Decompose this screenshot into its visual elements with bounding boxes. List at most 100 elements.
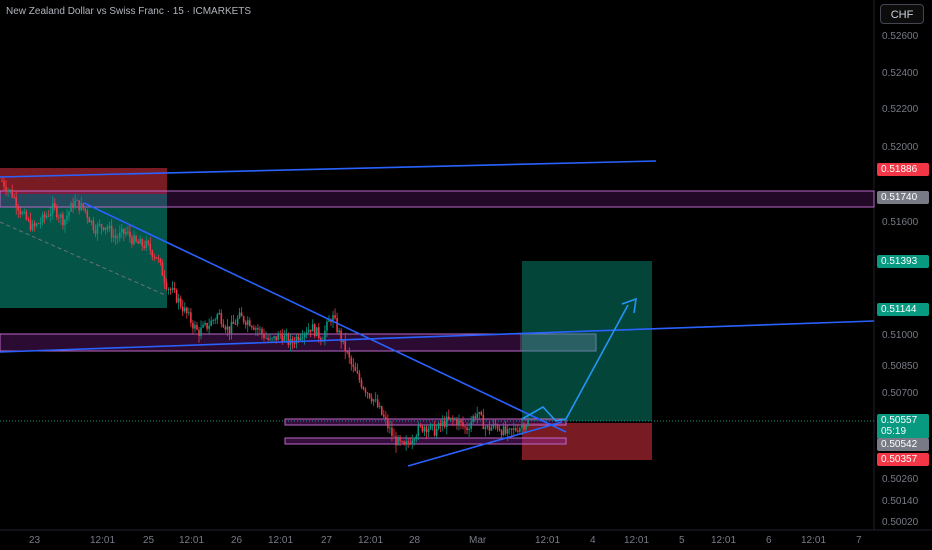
currency-button[interactable]: CHF bbox=[880, 4, 924, 24]
candle-body bbox=[141, 239, 143, 246]
candle-body bbox=[143, 245, 145, 249]
x-tick: 7 bbox=[856, 535, 862, 546]
dashed-guide-line bbox=[0, 221, 166, 296]
candle-body bbox=[80, 203, 83, 211]
candle-body bbox=[45, 215, 48, 218]
chart-title: New Zealand Dollar vs Swiss Franc · 15 ·… bbox=[6, 6, 252, 17]
candle-body bbox=[147, 240, 150, 244]
candle-body bbox=[496, 425, 499, 429]
candle-body bbox=[450, 417, 452, 420]
candle-body bbox=[470, 422, 472, 429]
candle-body bbox=[238, 312, 241, 319]
candle-body bbox=[192, 322, 194, 329]
candle-body bbox=[265, 337, 267, 339]
candle-body bbox=[486, 426, 489, 428]
entry-zone-lower[interactable] bbox=[284, 437, 567, 445]
candle-body bbox=[285, 334, 288, 336]
rising-trendline[interactable] bbox=[0, 320, 875, 353]
long-stop-zone[interactable] bbox=[522, 423, 652, 460]
candle-body bbox=[376, 399, 379, 408]
candle-body bbox=[149, 243, 152, 251]
candle-body bbox=[244, 322, 247, 325]
candle-body bbox=[125, 231, 127, 234]
candle-body bbox=[326, 321, 328, 331]
candle-body bbox=[279, 333, 282, 335]
candle-body bbox=[445, 416, 448, 427]
candle-body bbox=[380, 406, 383, 415]
candle-body bbox=[194, 324, 196, 329]
supply-zone[interactable] bbox=[0, 190, 875, 208]
candle-body bbox=[297, 336, 300, 341]
candle-body bbox=[218, 313, 221, 315]
candle-body bbox=[490, 427, 493, 431]
candle-body bbox=[271, 338, 273, 339]
y-tick: 0.50020 bbox=[882, 517, 919, 528]
candle-body bbox=[515, 428, 517, 431]
candle-body bbox=[60, 214, 62, 218]
candle-body bbox=[525, 425, 527, 430]
candle-body bbox=[277, 333, 280, 341]
candle-body bbox=[234, 323, 237, 325]
candle-body bbox=[183, 307, 186, 312]
candle-body bbox=[94, 230, 97, 234]
projection-arrowhead bbox=[621, 297, 637, 314]
candle-body bbox=[492, 423, 495, 428]
candle-body bbox=[488, 426, 491, 431]
candle-body bbox=[74, 200, 76, 208]
candle-body bbox=[173, 288, 176, 290]
candle-body bbox=[303, 333, 306, 338]
candle-body bbox=[460, 420, 462, 423]
candle-body bbox=[19, 210, 22, 214]
last-price-label: 0.50557 bbox=[877, 414, 929, 427]
candle-body bbox=[220, 313, 223, 324]
candle-body bbox=[96, 224, 99, 234]
candle-body bbox=[133, 235, 135, 245]
candle-body bbox=[84, 208, 87, 211]
x-tick: 28 bbox=[409, 535, 421, 546]
candle-body bbox=[202, 324, 204, 328]
resistance-trendline[interactable] bbox=[0, 160, 657, 178]
sell-zone-red[interactable] bbox=[0, 168, 167, 194]
candle-body bbox=[145, 240, 147, 249]
support-trendline[interactable] bbox=[407, 421, 563, 467]
candle-body bbox=[259, 328, 261, 330]
candle-body bbox=[76, 200, 78, 202]
candle-body bbox=[452, 417, 454, 420]
candle-body bbox=[92, 220, 95, 231]
candle-body bbox=[35, 223, 38, 226]
projection-path[interactable] bbox=[521, 304, 629, 422]
candle-body bbox=[204, 322, 206, 325]
candle-body bbox=[27, 219, 30, 221]
candle-body bbox=[82, 203, 85, 209]
candle-body bbox=[498, 428, 501, 431]
candle-body bbox=[116, 237, 119, 239]
candle-body bbox=[102, 227, 105, 230]
candle-body bbox=[397, 437, 399, 446]
candle-body bbox=[523, 424, 525, 430]
candle-body bbox=[462, 422, 464, 427]
descending-trendline[interactable] bbox=[83, 202, 567, 433]
candle-body bbox=[504, 426, 507, 434]
zone-price-label: 0.51740 bbox=[877, 191, 929, 204]
long-target-zone[interactable] bbox=[522, 261, 652, 421]
x-tick: 12:01 bbox=[711, 535, 737, 546]
candle-body bbox=[242, 316, 245, 323]
candle-body bbox=[287, 334, 290, 345]
sell-zone-green[interactable] bbox=[0, 194, 167, 308]
candle-body bbox=[208, 325, 210, 329]
candle-body bbox=[466, 427, 468, 431]
candle-body bbox=[118, 232, 121, 238]
candle-body bbox=[356, 370, 359, 374]
candle-body bbox=[417, 425, 420, 437]
candle-body bbox=[54, 203, 56, 207]
candle-body bbox=[153, 256, 156, 258]
candle-body bbox=[190, 312, 192, 323]
entry-zone-upper[interactable] bbox=[284, 418, 567, 426]
candle-body bbox=[301, 337, 304, 339]
x-tick: 5 bbox=[679, 535, 685, 546]
x-tick: 12:01 bbox=[90, 535, 116, 546]
y-tick: 0.52600 bbox=[882, 31, 919, 42]
candle-body bbox=[64, 219, 66, 226]
candle-body bbox=[3, 181, 5, 187]
